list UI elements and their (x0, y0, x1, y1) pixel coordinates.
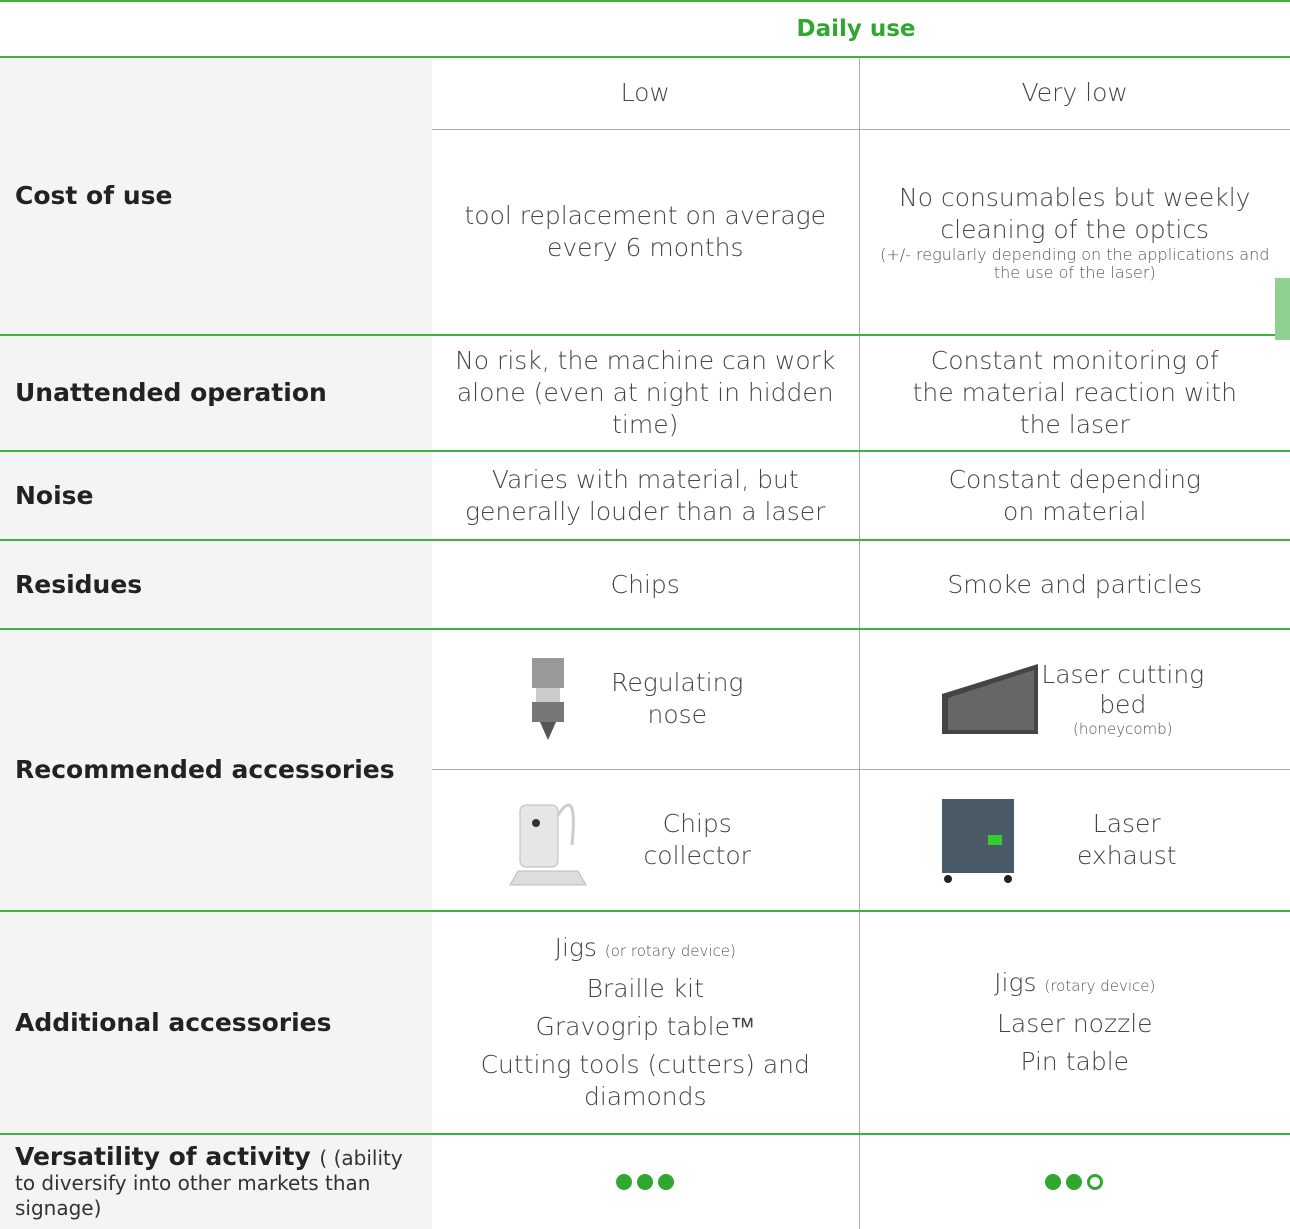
nose-image (532, 658, 565, 741)
item-text: Pin table (1020, 1047, 1130, 1076)
row-label: Noise (0, 450, 432, 540)
cell (859, 1133, 1290, 1229)
list-item: Gravogrip table™ (442, 1011, 849, 1043)
exhaust-image (941, 798, 1014, 883)
row-label: Unattended operation (0, 334, 432, 451)
label-text: Versatility of activity (15, 1141, 311, 1171)
cell: Laser exhaust (859, 768, 1290, 911)
list-item: Cutting tools (cutters) and diamonds (442, 1049, 849, 1113)
list-item: Jigs (or rotary device) (442, 932, 849, 967)
cell (432, 1133, 860, 1229)
list-item: Pin table (870, 1046, 1281, 1078)
cell: Smoke and particles (859, 539, 1290, 629)
rating-dot (615, 1174, 632, 1190)
cell: No consumables but weekly cleaning of th… (859, 128, 1290, 335)
bed-image (941, 664, 1038, 735)
cell: Chips collector (432, 768, 860, 911)
cell: Jigs (rotary device) Laser nozzle Pin tabl… (859, 910, 1290, 1134)
rating-dot (1087, 1174, 1104, 1190)
row-label: Versatility of activity ( (ability to di… (0, 1133, 432, 1229)
cell: tool replacement on average every 6 mont… (432, 128, 860, 335)
item-text: Laser nozzle (996, 1009, 1153, 1038)
cell: No risk, the machine can work alone (eve… (432, 334, 860, 451)
rating-dot (636, 1174, 653, 1190)
row-label: Additional accessories (0, 910, 432, 1134)
label-note: ( (ability to diversify into other marke… (15, 1145, 403, 1220)
cell: Varies with material, but generally loud… (432, 450, 860, 540)
cell: Constant depending on material (859, 450, 1290, 540)
item-text: Jigs (554, 933, 597, 962)
side-tab[interactable] (1275, 278, 1290, 340)
cell: Constant monitoring of the material reac… (859, 334, 1290, 451)
cell: Low (432, 56, 860, 129)
cell: Laser cutting bed (honeycomb) (859, 628, 1290, 769)
rating (615, 1174, 674, 1190)
cell-text: tool replacement on average every 6 mont… (464, 200, 827, 262)
cell: Chips (432, 539, 860, 629)
list-item: Jigs (rotary device) (870, 967, 1281, 1002)
list-item: Laser nozzle (870, 1008, 1281, 1040)
rating-dot (1066, 1174, 1083, 1190)
accessory-note: (honeycomb) (1072, 720, 1173, 739)
accessory-name: Laser exhaust (1076, 808, 1177, 870)
cell-note: (+/- regularly depending on the applicat… (880, 244, 1270, 282)
list-item: Braille kit (442, 973, 849, 1005)
header-title: Daily use (432, 0, 1290, 57)
accessory-name: Laser cutting bed (1041, 660, 1205, 720)
rating-dot (657, 1174, 674, 1190)
item-text: Cutting tools (cutters) and diamonds (480, 1050, 810, 1111)
collector-image (509, 803, 588, 886)
cell: Jigs (or rotary device) Braille kit Gravog… (432, 910, 860, 1134)
accessory-name: Regulating nose (611, 668, 744, 730)
cell: Regulating nose (432, 628, 860, 769)
cell: Very low (859, 56, 1290, 129)
item-note: (or rotary device) (604, 942, 736, 960)
item-text: Braille kit (586, 974, 704, 1003)
rating (1045, 1174, 1104, 1190)
item-text: Gravogrip table™ (535, 1012, 755, 1041)
cell-text: No consumables but weekly cleaning of th… (899, 182, 1251, 244)
accessory-name: Chips collector (643, 808, 751, 870)
row-label: Residues (0, 539, 432, 629)
row-label: Recommended accessories (0, 628, 432, 911)
item-note: (rotary device) (1044, 977, 1156, 995)
row-label: Cost of use (0, 56, 432, 335)
rating-dot (1045, 1174, 1062, 1190)
item-text: Jigs (994, 968, 1037, 997)
